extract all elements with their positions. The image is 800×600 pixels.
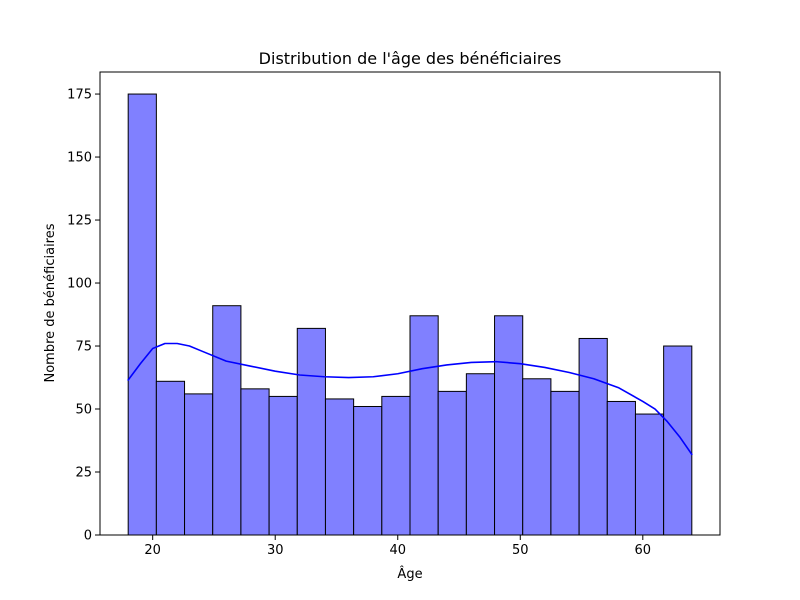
- y-tick-label: 125: [67, 214, 92, 229]
- y-tick-label: 175: [67, 88, 92, 103]
- histogram-bar: [409, 315, 439, 536]
- histogram-bar: [465, 373, 496, 536]
- x-axis-label: Âge: [397, 566, 422, 582]
- histogram-bar: [296, 327, 326, 536]
- x-tick-label: 30: [267, 543, 284, 558]
- y-axis-label: Nombre de bénéficiaires: [43, 223, 58, 382]
- chart-title: Distribution de l'âge des bénéficiaires: [259, 49, 562, 68]
- histogram-bar: [184, 393, 214, 536]
- y-tick-label: 150: [67, 151, 92, 166]
- y-axis-ticks: 0 25 50 75 100 125 150 175: [67, 88, 100, 544]
- y-tick-label: 0: [84, 529, 92, 544]
- x-axis-ticks: 20 30 40 50 60: [144, 535, 651, 558]
- y-tick-label: 50: [75, 403, 92, 418]
- histogram-bar: [494, 315, 524, 536]
- x-tick-label: 20: [144, 543, 161, 558]
- bars-group: [127, 93, 693, 536]
- histogram-bar: [127, 93, 157, 536]
- histogram-bar: [353, 405, 383, 536]
- histogram-bar: [550, 390, 580, 536]
- histogram-bar: [663, 345, 693, 536]
- histogram-bar: [212, 305, 242, 536]
- histogram-bar: [437, 390, 467, 536]
- x-tick-label: 40: [389, 543, 406, 558]
- histogram-bar: [522, 378, 552, 536]
- x-tick-label: 50: [512, 543, 529, 558]
- plot-frame: [99, 71, 721, 536]
- kde-line: [127, 342, 693, 456]
- y-tick-label: 100: [67, 277, 92, 292]
- x-tick-label: 60: [635, 543, 652, 558]
- histogram-bar: [324, 398, 355, 536]
- histogram-bar: [155, 380, 186, 536]
- histogram-bar: [606, 400, 636, 536]
- histogram-bar: [381, 395, 411, 536]
- histogram-bar: [268, 395, 298, 536]
- histogram-bar: [634, 413, 665, 536]
- histogram-bar: [240, 388, 270, 536]
- y-tick-label: 25: [75, 466, 92, 481]
- histogram-bar: [578, 337, 608, 536]
- y-tick-label: 75: [75, 340, 92, 355]
- kde-group: [127, 342, 693, 456]
